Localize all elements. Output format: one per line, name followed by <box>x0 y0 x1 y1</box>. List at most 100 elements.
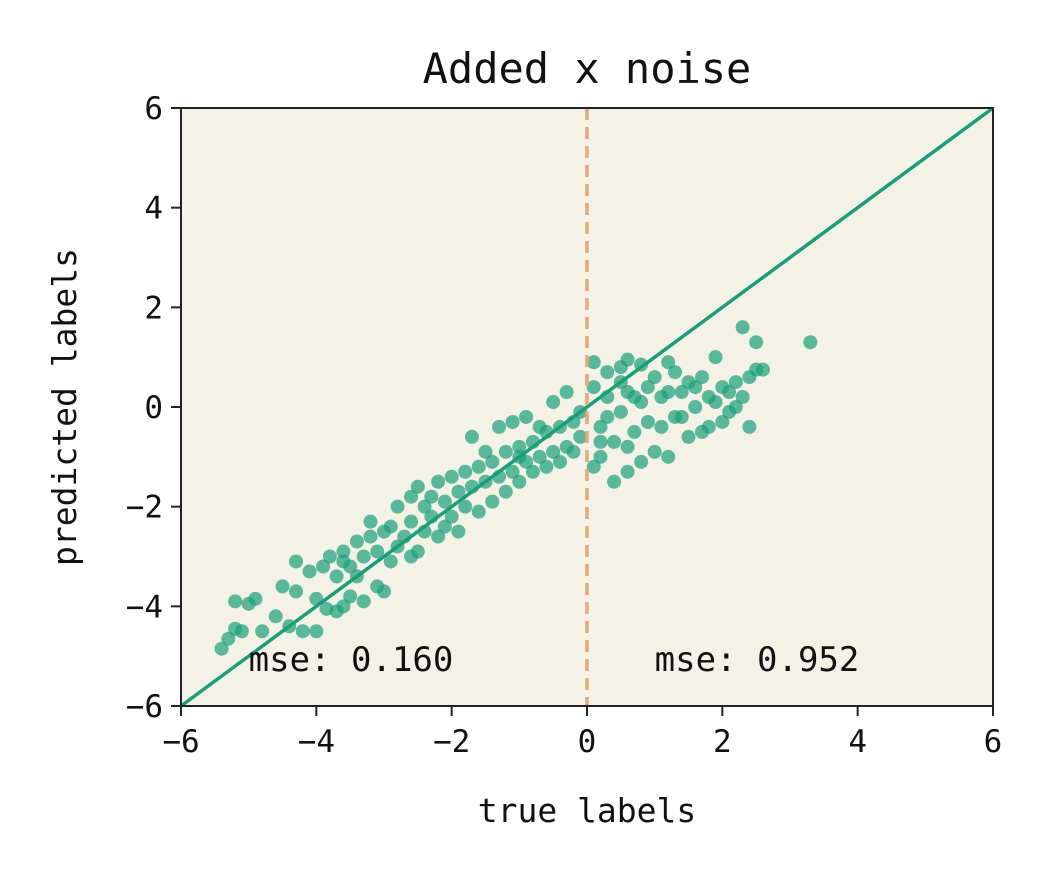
data-point <box>390 499 405 514</box>
data-point <box>742 419 757 434</box>
y-axis-label: predicted labels <box>45 248 84 566</box>
data-point <box>613 404 628 419</box>
data-point <box>363 529 378 544</box>
data-point <box>674 409 689 424</box>
chart-title: Added x noise <box>423 44 752 93</box>
data-point <box>404 549 419 564</box>
data-point <box>377 584 391 599</box>
data-point <box>498 444 513 459</box>
data-point <box>539 459 554 474</box>
data-point <box>722 404 737 419</box>
data-point <box>600 409 615 424</box>
data-point <box>275 579 290 594</box>
data-point <box>343 589 358 604</box>
data-point <box>552 454 567 469</box>
data-point <box>302 564 317 579</box>
y-tick-label: 6 <box>144 91 163 127</box>
data-point <box>661 449 676 464</box>
data-point <box>410 479 425 494</box>
data-point <box>701 390 716 405</box>
data-point <box>755 362 770 377</box>
data-point <box>681 429 696 444</box>
data-point <box>600 365 615 380</box>
data-point <box>749 335 764 350</box>
data-point <box>620 464 635 479</box>
data-point <box>424 489 439 504</box>
data-point <box>640 414 655 429</box>
data-point <box>458 464 473 479</box>
ticks-layer: −6 −4 −2 0 2 4 6 −6 −4 −2 0 2 4 6 <box>126 91 1003 760</box>
data-point <box>715 380 730 395</box>
x-axis-label: true labels <box>478 791 697 830</box>
data-point <box>444 509 459 524</box>
data-point <box>505 464 520 479</box>
data-point <box>519 409 534 424</box>
data-point <box>214 641 229 656</box>
data-point <box>674 385 689 400</box>
data-point <box>404 489 419 504</box>
data-point <box>532 419 547 434</box>
data-point <box>329 569 344 584</box>
data-point <box>593 434 608 449</box>
data-point <box>295 624 310 639</box>
data-point <box>505 414 520 429</box>
data-point <box>695 370 710 385</box>
data-point <box>289 584 304 599</box>
data-point <box>383 519 398 534</box>
data-point <box>451 524 466 539</box>
data-point <box>546 444 561 459</box>
data-point <box>640 380 655 395</box>
data-point <box>647 444 662 459</box>
data-point <box>370 544 385 559</box>
data-point <box>464 429 479 444</box>
x-tick-label: −4 <box>298 724 335 760</box>
data-point <box>728 375 743 390</box>
data-point <box>803 335 818 350</box>
x-tick-label: 2 <box>713 724 732 760</box>
data-point <box>228 594 243 609</box>
data-point <box>336 554 351 569</box>
data-point <box>593 449 608 464</box>
data-point <box>471 504 486 519</box>
y-tick-label: −6 <box>126 689 163 725</box>
data-point <box>255 624 270 639</box>
x-tick-label: 4 <box>848 724 867 760</box>
data-point <box>586 459 601 474</box>
data-point <box>586 355 601 370</box>
data-point <box>363 514 378 529</box>
data-point <box>444 469 459 484</box>
data-point <box>586 380 601 395</box>
data-point <box>268 609 283 624</box>
data-point <box>322 549 337 564</box>
data-point <box>234 624 249 639</box>
data-point <box>451 484 466 499</box>
data-point <box>661 355 676 370</box>
data-point <box>620 352 635 367</box>
data-point <box>695 424 710 439</box>
data-point <box>654 419 669 434</box>
identity-line <box>179 106 995 708</box>
data-point <box>289 554 304 569</box>
y-tick-label: 4 <box>144 191 163 227</box>
data-point <box>620 439 635 454</box>
data-point <box>667 365 682 380</box>
data-point <box>559 385 574 400</box>
data-point <box>735 320 750 335</box>
data-point <box>546 395 561 410</box>
data-point <box>708 350 723 365</box>
lines-layer <box>179 106 995 708</box>
data-point <box>735 390 750 405</box>
data-point <box>316 559 331 574</box>
data-point <box>566 444 581 459</box>
data-point <box>431 474 446 489</box>
data-point <box>607 474 622 489</box>
data-point <box>471 459 486 474</box>
data-point <box>485 454 500 469</box>
data-point <box>417 499 432 514</box>
data-point <box>525 464 540 479</box>
data-point <box>715 414 730 429</box>
data-point <box>349 534 364 549</box>
data-point <box>336 544 351 559</box>
data-point <box>437 519 452 534</box>
data-point <box>593 419 608 434</box>
